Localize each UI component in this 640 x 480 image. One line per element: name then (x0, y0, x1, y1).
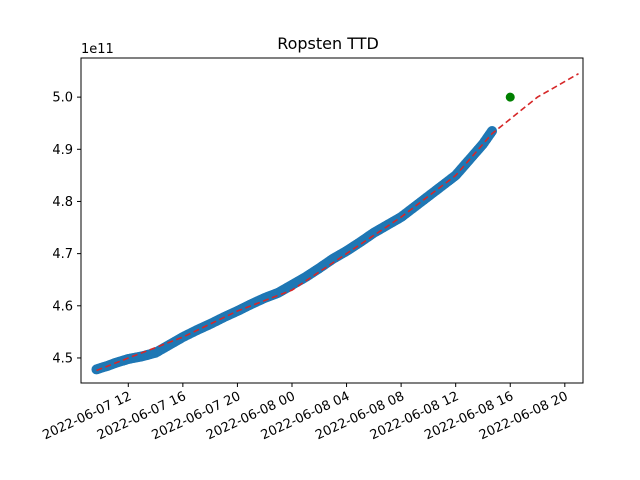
y-axis: 4.5 4.6 4.7 4.8 4.9 5.0 (52, 91, 81, 366)
scatter-point (487, 126, 498, 137)
plot-area (91, 73, 579, 375)
y-offset-label: 1e11 (81, 42, 114, 57)
y-tick-label: 4.6 (52, 299, 73, 314)
plot-frame (80, 57, 584, 384)
target-point (505, 92, 515, 102)
y-tick-label: 5.0 (52, 91, 73, 106)
y-tick-label: 4.8 (52, 195, 73, 210)
y-tick-label: 4.7 (52, 247, 73, 262)
chart-title: Ropsten TTD (277, 34, 379, 53)
y-tick-label: 4.9 (52, 143, 73, 158)
fit-line (96, 73, 579, 372)
y-tick-label: 4.5 (52, 351, 73, 366)
